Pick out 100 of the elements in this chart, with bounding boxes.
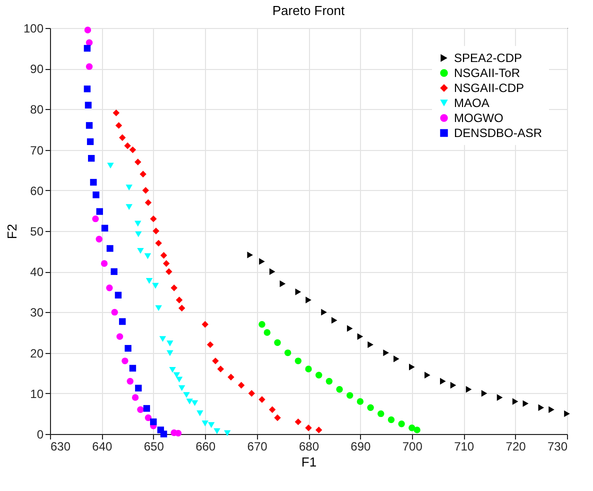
point: [305, 424, 312, 432]
point: [336, 386, 343, 393]
point: [274, 339, 281, 346]
point: [294, 358, 302, 364]
y-tick-label: 70: [30, 143, 44, 158]
point: [564, 410, 570, 418]
x-tick-label: 710: [454, 440, 474, 454]
point: [129, 146, 136, 154]
point: [208, 422, 215, 428]
point: [481, 390, 488, 397]
x-tick-label: 680: [298, 440, 320, 454]
point: [115, 122, 122, 129]
point: [92, 192, 100, 198]
point: [217, 366, 224, 372]
point: [86, 63, 93, 70]
y-tick-label: 100: [23, 22, 44, 36]
point: [135, 384, 142, 392]
legend-label: SPEA2-CDP: [454, 51, 522, 65]
point: [191, 400, 198, 406]
y-tick-label: 60: [30, 184, 44, 198]
point: [393, 356, 400, 362]
point: [440, 378, 446, 385]
point: [214, 428, 220, 434]
point: [280, 280, 286, 288]
point: [134, 158, 142, 166]
point: [111, 308, 118, 316]
point: [414, 426, 420, 434]
point: [137, 248, 144, 254]
point: [368, 341, 374, 348]
point: [106, 284, 113, 292]
point: [295, 288, 302, 296]
y-tick-label: 10: [30, 386, 44, 401]
point: [122, 358, 128, 364]
point: [132, 394, 139, 401]
point: [196, 410, 204, 416]
y-axis-title: F2: [4, 224, 20, 240]
point: [383, 349, 389, 356]
point: [144, 199, 152, 206]
legend-label: DENSDBO-ASR: [454, 126, 542, 140]
point: [159, 336, 166, 342]
point: [84, 26, 92, 34]
point: [162, 260, 170, 267]
point: [88, 154, 95, 162]
point: [160, 252, 168, 259]
point: [170, 284, 178, 292]
point: [248, 390, 255, 397]
point: [450, 382, 456, 389]
point: [84, 86, 91, 92]
point: [228, 374, 234, 381]
point: [137, 406, 144, 413]
point: [388, 416, 395, 424]
point: [206, 341, 214, 348]
point: [356, 398, 364, 405]
point: [96, 208, 103, 215]
chart-title: Pareto Front: [272, 3, 346, 18]
y-tick-label: 50: [30, 224, 44, 238]
point: [346, 325, 353, 332]
legend-label: MOGWO: [454, 111, 504, 125]
point: [178, 304, 186, 312]
x-tick-label: 720: [506, 440, 526, 454]
point: [126, 378, 134, 385]
legend-label: NSGAII-ToR: [454, 66, 520, 80]
point: [357, 333, 364, 340]
point: [150, 418, 157, 426]
point: [202, 321, 208, 328]
point: [146, 278, 153, 284]
point: [202, 420, 208, 426]
point: [264, 329, 270, 336]
point: [178, 385, 186, 392]
y-tick-label: 40: [30, 265, 44, 280]
point: [116, 333, 124, 340]
point: [126, 184, 132, 190]
x-tick-label: 690: [350, 440, 372, 454]
point: [86, 138, 94, 146]
x-tick-label: 730: [547, 440, 568, 454]
x-tick-label: 630: [50, 440, 71, 454]
point: [135, 231, 142, 238]
point: [212, 358, 219, 364]
point: [496, 394, 503, 401]
point: [152, 228, 160, 234]
point: [140, 170, 146, 178]
point: [86, 122, 93, 129]
point: [269, 268, 276, 275]
point: [258, 321, 266, 328]
point: [155, 240, 162, 247]
point: [129, 364, 136, 372]
point: [294, 418, 302, 426]
point: [224, 430, 231, 436]
point: [86, 39, 93, 46]
point: [101, 224, 108, 232]
point: [114, 292, 122, 298]
point: [305, 366, 312, 372]
point: [110, 268, 118, 275]
point: [160, 430, 168, 438]
point: [173, 372, 180, 378]
point: [259, 258, 265, 265]
x-tick-label: 670: [247, 440, 268, 454]
point: [183, 392, 190, 398]
point: [155, 305, 162, 312]
point: [548, 406, 554, 413]
